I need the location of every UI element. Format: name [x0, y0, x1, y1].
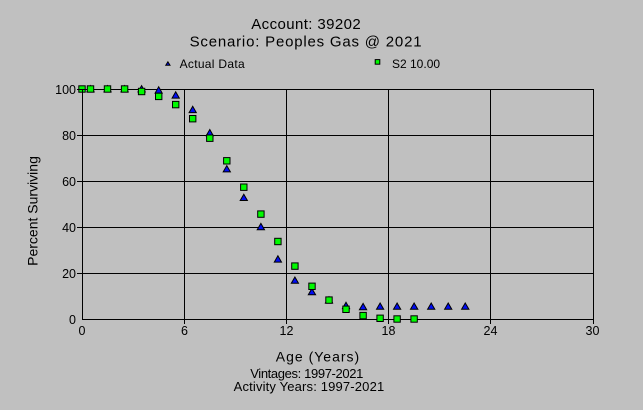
svg-text:30: 30 — [586, 324, 600, 338]
svg-text:100: 100 — [55, 83, 76, 97]
svg-text:60: 60 — [62, 175, 76, 189]
svg-text:40: 40 — [62, 221, 76, 235]
svg-text:Actual Data: Actual Data — [180, 57, 245, 71]
svg-text:24: 24 — [484, 324, 498, 338]
svg-text:Activity Years: 1997-2021: Activity Years: 1997-2021 — [234, 379, 385, 394]
svg-text:18: 18 — [382, 324, 396, 338]
svg-text:12: 12 — [280, 324, 294, 338]
svg-text:Age (Years): Age (Years) — [276, 349, 360, 365]
svg-text:Account: 39202: Account: 39202 — [251, 16, 361, 33]
svg-text:Vintages: 1997-2021: Vintages: 1997-2021 — [250, 366, 363, 381]
svg-text:S2 10.00: S2 10.00 — [392, 57, 440, 71]
svg-text:6: 6 — [181, 324, 188, 338]
svg-text:Percent Surviving: Percent Surviving — [25, 156, 41, 266]
svg-text:Scenario: Peoples Gas @ 2021: Scenario: Peoples Gas @ 2021 — [190, 33, 423, 50]
svg-text:80: 80 — [62, 129, 76, 143]
svg-text:0: 0 — [79, 324, 86, 338]
svg-text:0: 0 — [69, 313, 76, 327]
svg-text:20: 20 — [62, 267, 76, 281]
